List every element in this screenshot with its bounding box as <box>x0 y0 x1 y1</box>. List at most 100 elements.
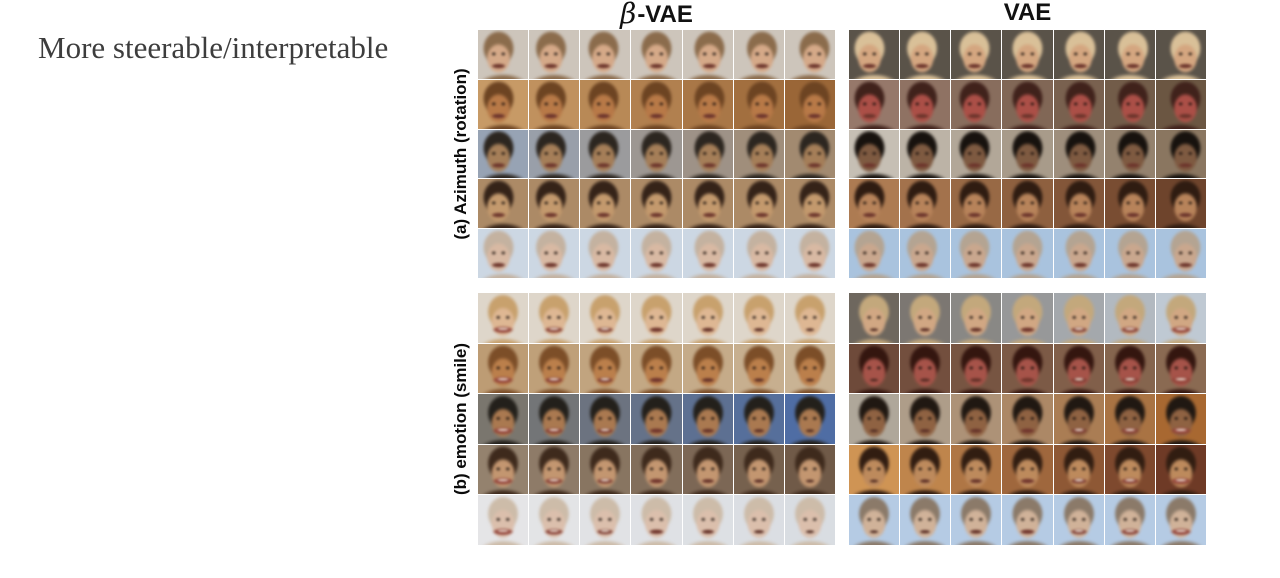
face-cell <box>733 444 784 495</box>
face-cell <box>580 129 631 179</box>
face-cell <box>682 229 733 278</box>
generated-face-image <box>1155 293 1206 343</box>
generated-face-image <box>1104 293 1155 343</box>
generated-face-image <box>1155 129 1206 179</box>
face-cell <box>733 293 784 343</box>
generated-face-image <box>529 293 580 343</box>
face-cell <box>631 394 682 444</box>
face-cell <box>529 495 580 545</box>
face-cell <box>951 229 1002 278</box>
face-cell <box>682 30 733 79</box>
generated-face-image <box>1155 30 1206 79</box>
generated-face-image <box>1053 129 1104 179</box>
generated-face-image <box>682 444 733 495</box>
face-cell <box>784 79 835 129</box>
face-cell <box>580 30 631 79</box>
face-cell <box>1155 229 1206 278</box>
generated-face-image <box>580 30 631 79</box>
face-cell <box>1002 179 1053 229</box>
face-cell <box>529 444 580 495</box>
face-cell <box>951 343 1002 394</box>
face-cell <box>849 293 900 343</box>
generated-face-image <box>682 129 733 179</box>
face-cell <box>733 495 784 545</box>
face-cell <box>900 229 951 278</box>
face-cell <box>1104 394 1155 444</box>
generated-face-image <box>951 394 1002 444</box>
generated-face-image <box>529 229 580 278</box>
generated-face-image <box>784 30 835 79</box>
face-cell <box>1155 343 1206 394</box>
generated-face-image <box>1002 343 1053 394</box>
row-label-azimuth: (a) Azimuth (rotation) <box>451 68 470 240</box>
generated-face-image <box>1155 179 1206 229</box>
generated-face-image <box>529 79 580 129</box>
face-cell <box>478 343 529 394</box>
face-cell <box>1053 30 1104 79</box>
face-cell <box>900 30 951 79</box>
face-cell <box>529 343 580 394</box>
generated-face-image <box>529 394 580 444</box>
face-cell <box>478 495 529 545</box>
generated-face-image <box>1002 394 1053 444</box>
face-cell <box>1002 495 1053 545</box>
face-cell <box>631 129 682 179</box>
generated-face-image <box>631 495 682 545</box>
face-cell <box>900 444 951 495</box>
generated-face-image <box>784 229 835 278</box>
generated-face-image <box>1002 79 1053 129</box>
face-cell <box>529 179 580 229</box>
face-cell <box>1053 129 1104 179</box>
face-cell <box>784 30 835 79</box>
face-cell <box>1002 79 1053 129</box>
generated-face-image <box>1155 444 1206 495</box>
face-cell <box>1104 293 1155 343</box>
column-header-vae: VAE <box>1003 0 1052 26</box>
face-cell <box>849 495 900 545</box>
generated-face-image <box>849 444 900 495</box>
generated-face-image <box>1155 229 1206 278</box>
face-cell <box>631 30 682 79</box>
generated-face-image <box>900 229 951 278</box>
face-cell <box>631 229 682 278</box>
face-cell <box>478 179 529 229</box>
generated-face-image <box>1155 394 1206 444</box>
generated-face-image <box>682 343 733 394</box>
generated-face-image <box>1002 30 1053 79</box>
generated-face-image <box>784 343 835 394</box>
generated-face-image <box>478 30 529 79</box>
face-cell <box>529 293 580 343</box>
generated-face-image <box>478 343 529 394</box>
face-cell <box>849 129 900 179</box>
generated-face-image <box>784 129 835 179</box>
generated-face-image <box>1002 293 1053 343</box>
face-cell <box>900 495 951 545</box>
face-cell <box>478 444 529 495</box>
face-cell <box>529 129 580 179</box>
face-cell <box>1002 229 1053 278</box>
generated-face-image <box>682 79 733 129</box>
face-cell <box>1104 179 1155 229</box>
generated-face-image <box>951 343 1002 394</box>
generated-face-image <box>682 394 733 444</box>
generated-face-image <box>1104 30 1155 79</box>
generated-face-image <box>631 129 682 179</box>
generated-face-image <box>900 495 951 545</box>
face-cell <box>1002 30 1053 79</box>
face-cell <box>1104 229 1155 278</box>
generated-face-image <box>900 444 951 495</box>
face-cell <box>951 30 1002 79</box>
face-cell <box>682 495 733 545</box>
generated-face-image <box>1053 394 1104 444</box>
face-cell <box>784 343 835 394</box>
face-cell <box>900 129 951 179</box>
face-cell <box>682 293 733 343</box>
face-cell <box>900 343 951 394</box>
face-cell <box>1053 444 1104 495</box>
face-cell <box>1155 129 1206 179</box>
generated-face-image <box>1053 343 1104 394</box>
face-cell <box>1155 495 1206 545</box>
generated-face-image <box>733 79 784 129</box>
face-cell <box>1002 444 1053 495</box>
